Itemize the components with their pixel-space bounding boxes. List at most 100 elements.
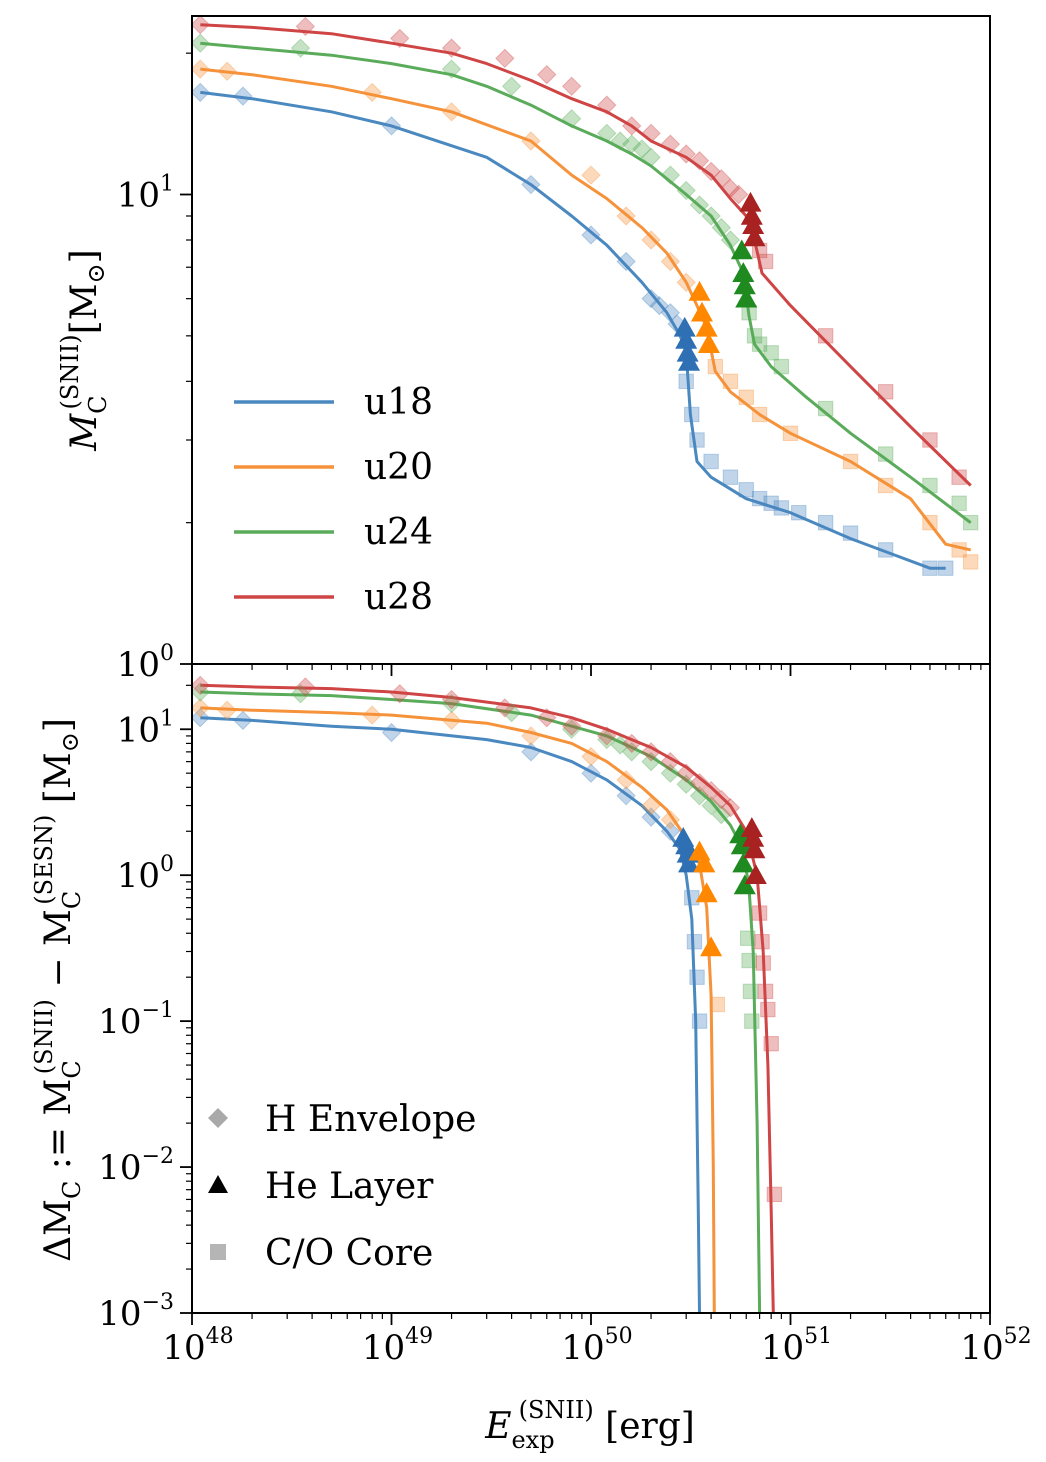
bottom-marker-u28-co-core [763, 1036, 779, 1052]
top-marker-u24-h-envelope [190, 33, 210, 53]
top-marker-u20-co-core [751, 406, 768, 423]
bottom-marker-u18-h-envelope [641, 807, 661, 827]
top-marker-u18-co-core [877, 542, 894, 558]
bottom-marker-u20-he-layer [693, 852, 716, 873]
top-marker-u28-co-core [757, 253, 774, 270]
bottom-marker-u24-he-layer [733, 874, 756, 895]
top-plot-frame [191, 15, 991, 665]
top-marker-u28-he-layer [739, 191, 762, 212]
top-marker-u20-co-core [738, 389, 754, 405]
bottom-marker-u28-he-layer [744, 864, 767, 884]
top-marker-u24-h-envelope [660, 165, 681, 185]
top-marker-u24-h-envelope [622, 134, 642, 154]
bottom-marker-u28-he-layer [742, 826, 765, 847]
top-line-u24 [200, 41, 972, 524]
bottom-marker-u24-h-envelope [561, 719, 582, 739]
top-marker-u18-co-core [817, 514, 834, 531]
bottom-marker-u28-co-core [754, 934, 770, 950]
bottom-marker-u28-co-core [760, 1001, 776, 1018]
top-marker-u18-he-layer [675, 328, 698, 349]
bottom-marker-u24-co-core [741, 952, 757, 969]
bottom-marker-u20-h-envelope [616, 770, 636, 790]
bottom-marker-u24-h-envelope [622, 742, 642, 762]
top-marker-u18-h-envelope [616, 251, 636, 272]
top-marker-u20-h-envelope [616, 206, 636, 226]
bottom-marker-u18-co-core [689, 969, 705, 985]
top-marker-u24-h-envelope [501, 76, 522, 97]
bottom-marker-u24-h-envelope [711, 804, 732, 825]
top-y-ticks: 100 101 [117, 52, 991, 685]
legend-symbol-diamond [208, 1108, 228, 1128]
top-marker-u18-he-layer [678, 350, 701, 371]
bottom-marker-u28-h-envelope [537, 707, 557, 728]
bottom-line-u24 [200, 690, 762, 1314]
top-marker-u24-co-core [877, 446, 894, 462]
bottom-marker-u18-h-envelope [233, 710, 253, 731]
top-marker-u18-he-layer [673, 316, 696, 337]
top-marker-u18-h-envelope [381, 116, 402, 136]
top-marker-u20-h-envelope [581, 165, 601, 185]
bottom-marker-u28-h-envelope [676, 763, 696, 783]
legend-label-square: C/O Core [265, 1233, 433, 1274]
bottom-y-tick-label: 10−1 [98, 998, 174, 1042]
top-marker-u28-h-envelope [641, 123, 661, 144]
top-marker-u28-h-envelope [441, 38, 462, 58]
top-marker-u24-h-envelope [597, 123, 617, 144]
bottom-marker-u28-h-envelope [641, 742, 661, 762]
bottom-marker-u24-co-core [742, 983, 759, 1000]
top-marker-u24-co-core [763, 345, 779, 361]
bottom-marker-u24-co-core [744, 1013, 760, 1029]
top-marker-u20-co-core [707, 358, 724, 375]
bottom-marker-u18-he-layer [678, 852, 701, 873]
bottom-y-tick-label: 10−3 [98, 1290, 174, 1334]
bottom-marker-u28-h-envelope [622, 733, 642, 754]
bottom-marker-u20-he-layer [700, 936, 723, 957]
top-marker-u24-h-envelope [441, 59, 462, 79]
bottom-marker-u18-co-core [686, 934, 703, 950]
bottom-marker-u28-h-envelope [660, 751, 681, 772]
bottom-marker-u28-co-core [757, 983, 774, 1000]
legend-series: u18 u20 u24 u28 [234, 382, 433, 618]
bottom-marker-u24-h-envelope [501, 702, 522, 723]
top-marker-u20-co-core [877, 477, 894, 494]
top-marker-u18-co-core [738, 482, 754, 498]
bottom-marker-u28-h-envelope [711, 789, 732, 810]
bottom-marker-u24-he-layer [732, 852, 755, 873]
bottom-marker-u18-h-envelope [616, 786, 636, 806]
bottom-marker-u20-he-layer [695, 882, 718, 903]
top-marker-u18-h-envelope [521, 174, 541, 195]
top-marker-u18-co-core [684, 406, 700, 423]
top-marker-u24-co-core [922, 477, 938, 494]
bottom-marker-u18-h-envelope [521, 742, 541, 762]
bottom-x-tick-label: 1048 [162, 1324, 233, 1368]
bottom-marker-u28-co-core [766, 1186, 783, 1203]
bottom-marker-u24-h-envelope [676, 774, 696, 794]
top-marker-u20-h-envelope [660, 251, 681, 272]
bottom-marker-u24-co-core [739, 930, 756, 946]
top-marker-u24-h-envelope [610, 131, 630, 151]
top-marker-u24-h-envelope [711, 217, 732, 238]
top-marker-u20-h-envelope [676, 272, 696, 293]
bottom-marker-u20-co-core [709, 996, 726, 1013]
legend-symbol-square [210, 1244, 226, 1260]
top-marker-u28-h-envelope [701, 161, 721, 182]
top-marker-u28-he-layer [740, 204, 763, 225]
top-marker-u28-h-envelope [676, 144, 696, 164]
top-marker-u28-co-core [817, 328, 834, 344]
top-marker-u20-he-layer [697, 333, 720, 353]
bottom-marker-u18-he-layer [675, 834, 698, 855]
top-marker-u24-h-envelope [676, 180, 696, 201]
top-marker-u20-h-envelope [190, 59, 210, 79]
top-marker-u28-h-envelope [622, 116, 642, 136]
top-marker-u28-h-envelope [537, 64, 557, 85]
legend-label-u18: u18 [364, 382, 433, 423]
bottom-marker-u28-co-core [755, 955, 771, 971]
top-marker-u24-h-envelope [689, 195, 710, 215]
top-marker-u24-h-envelope [701, 206, 721, 226]
bottom-marker-u18-h-envelope [581, 763, 601, 783]
top-y-tick-label: 101 [117, 172, 174, 216]
top-marker-u20-co-core [962, 554, 979, 570]
top-marker-u20-co-core [951, 542, 967, 558]
bottom-marker-u24-h-envelope [190, 682, 210, 702]
